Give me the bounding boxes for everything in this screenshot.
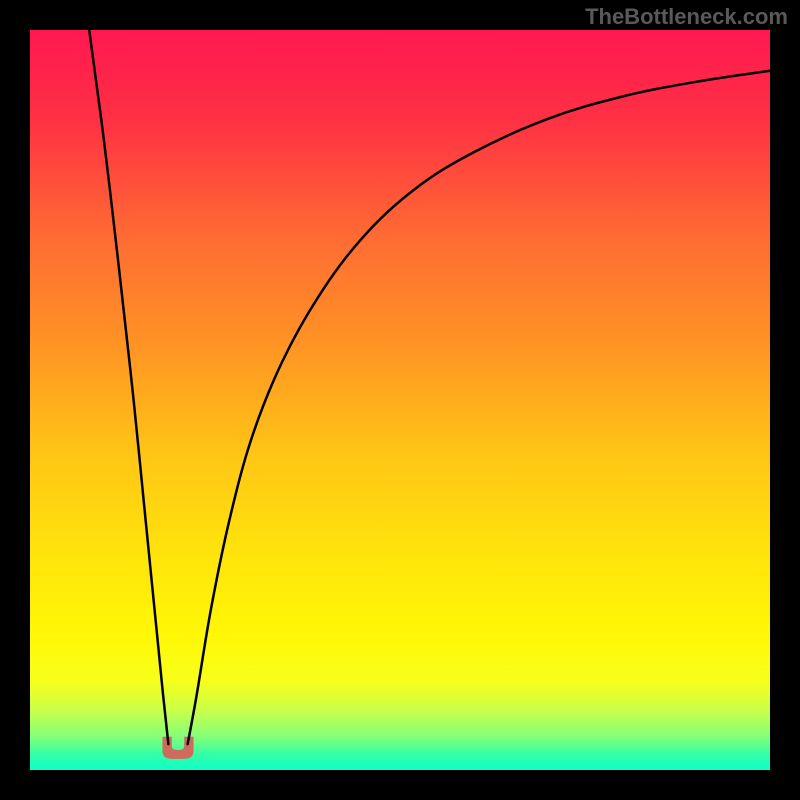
chart-container: TheBottleneck.com: [0, 0, 800, 800]
attribution-watermark: TheBottleneck.com: [585, 4, 788, 30]
gradient-plot-background: [30, 30, 770, 770]
bottleneck-curve-chart: [0, 0, 800, 800]
